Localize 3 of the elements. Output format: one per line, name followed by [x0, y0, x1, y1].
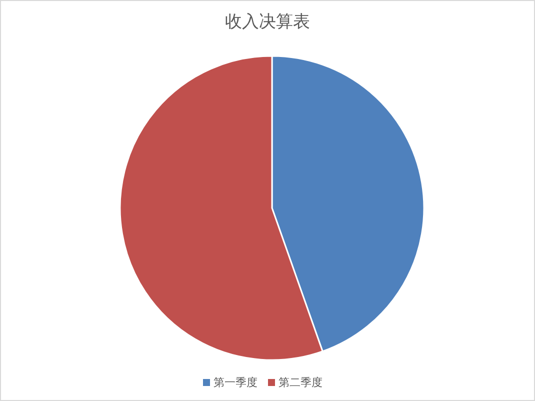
- chart-title: 收入决算表: [224, 11, 311, 33]
- legend-label: 第二季度: [278, 376, 322, 389]
- legend-label: 第一季度: [214, 376, 258, 389]
